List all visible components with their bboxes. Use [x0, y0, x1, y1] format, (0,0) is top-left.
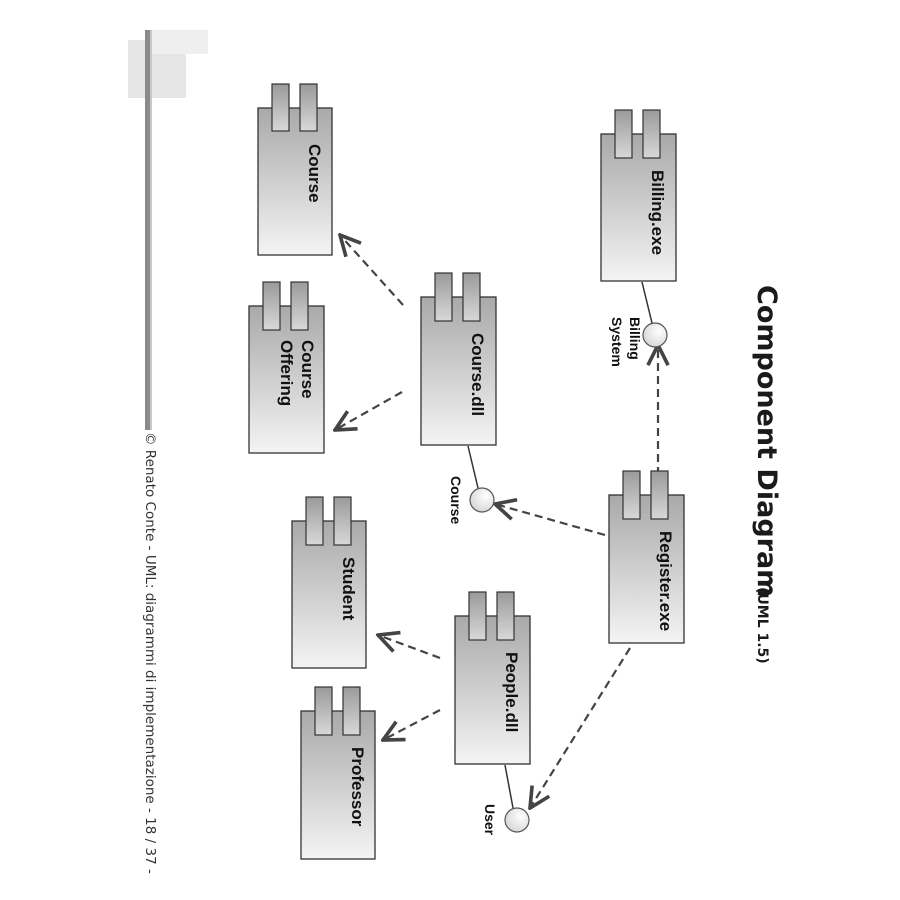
dep-register-user-iface	[530, 647, 631, 808]
interface-user: User	[482, 804, 530, 836]
component-tab-icon	[434, 272, 453, 322]
link-user-iface	[504, 764, 514, 809]
dep-peopledll-professor	[383, 709, 441, 740]
dep-peopledll-student	[378, 635, 441, 660]
dep-coursedll-offering	[335, 391, 403, 430]
component-professor: Professor	[300, 686, 376, 860]
interface-links	[467, 281, 653, 809]
billing-system-interface-icon	[642, 322, 668, 348]
component-tab-icon	[314, 686, 333, 736]
dependencies	[335, 235, 658, 808]
course-interface-label: Course	[448, 476, 464, 524]
user-interface-label: User	[482, 804, 498, 836]
people-dll-label: People.dll	[502, 652, 521, 732]
component-billing-exe: Billing.exe	[600, 109, 677, 282]
component-tab-icon	[342, 686, 361, 736]
course-offering-label-line1: Course	[298, 340, 317, 399]
component-tab-icon	[622, 470, 641, 520]
component-student: Student	[291, 496, 367, 669]
component-tab-icon	[650, 470, 669, 520]
component-tab-icon	[299, 83, 318, 132]
component-people-dll: People.dll	[454, 591, 531, 765]
title-sub: (UML 1.5)	[754, 587, 770, 664]
billing-exe-label: Billing.exe	[648, 170, 667, 255]
component-tab-icon	[468, 591, 487, 641]
billing-system-label-line2: System	[609, 317, 625, 367]
component-tab-icon	[333, 496, 352, 546]
slide-decoration	[128, 30, 208, 430]
component-register-exe: Register.exe	[608, 470, 685, 644]
component-course: Course	[257, 83, 333, 256]
component-tab-icon	[496, 591, 515, 641]
diagram-title: Component Diagram (UML 1.5)	[751, 285, 782, 664]
student-label: Student	[339, 557, 358, 621]
footer-text: © Renato Conte - UML: diagrammi di imple…	[142, 432, 158, 874]
professor-label: Professor	[348, 747, 367, 827]
course-dll-label: Course.dll	[468, 333, 487, 416]
course-interface-icon	[469, 487, 495, 513]
dep-register-course-iface	[495, 504, 606, 537]
component-tab-icon	[271, 83, 290, 132]
course-label: Course	[305, 144, 324, 203]
link-course-iface	[467, 445, 479, 489]
title-main: Component Diagram	[751, 285, 782, 597]
component-course-dll: Course.dll	[420, 272, 497, 446]
component-tab-icon	[290, 281, 309, 331]
component-tab-icon	[462, 272, 481, 322]
component-tab-icon	[305, 496, 324, 546]
component-tab-icon	[262, 281, 281, 331]
interface-billing-system: Billing System	[609, 317, 668, 367]
user-interface-icon	[504, 807, 530, 833]
course-offering-label-line2: Offering	[277, 340, 296, 406]
register-exe-label: Register.exe	[656, 531, 675, 631]
interface-course: Course	[448, 476, 495, 524]
billing-system-label-line1: Billing	[627, 317, 643, 360]
dep-coursedll-course	[340, 235, 404, 306]
component-tab-icon	[642, 109, 661, 159]
component-course-offering: Course Offering	[248, 281, 325, 454]
component-tab-icon	[614, 109, 633, 159]
link-billing-iface	[641, 281, 653, 324]
